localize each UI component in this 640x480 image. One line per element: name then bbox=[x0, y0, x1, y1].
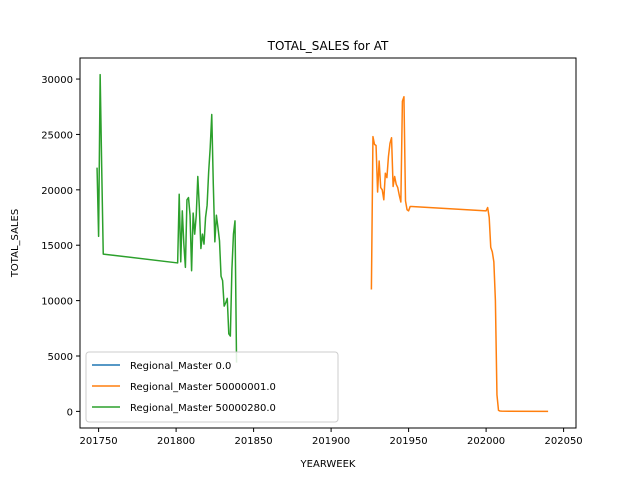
y-axis: 0 5000 10000 15000 20000 25000 30000 bbox=[41, 75, 80, 418]
legend-entry: Regional_Master 0.0 bbox=[130, 361, 231, 372]
legend: Regional_Master 0.0 Regional_Master 50000… bbox=[85, 351, 339, 423]
y-tick-label: 25000 bbox=[41, 130, 73, 141]
x-tick-label: 201900 bbox=[312, 436, 350, 447]
chart-title: TOTAL_SALES for AT bbox=[267, 39, 389, 53]
x-tick-label: 201950 bbox=[390, 436, 428, 447]
series-line-2 bbox=[96, 73, 238, 363]
y-tick-label: 30000 bbox=[41, 75, 73, 86]
x-tick-label: 202000 bbox=[467, 436, 505, 447]
y-tick-label: 10000 bbox=[41, 297, 73, 308]
x-axis: 201750 201800 201850 201900 201950 202000 2020… bbox=[80, 428, 583, 447]
series-line-1 bbox=[370, 96, 549, 413]
y-axis-title: TOTAL_SALES bbox=[10, 209, 21, 278]
x-tick-label: 201750 bbox=[80, 436, 118, 447]
y-tick-label: 5000 bbox=[48, 352, 73, 363]
legend-entry: Regional_Master 50000280.0 bbox=[130, 403, 276, 414]
y-tick-label: 0 bbox=[67, 407, 73, 418]
series-layer bbox=[96, 73, 549, 413]
x-axis-title: YEARWEEK bbox=[300, 459, 356, 470]
x-tick-label: 201850 bbox=[235, 436, 273, 447]
x-tick-label: 202050 bbox=[545, 436, 583, 447]
legend-entry: Regional_Master 50000001.0 bbox=[130, 382, 276, 393]
plot-frame bbox=[79, 57, 577, 429]
y-tick-label: 15000 bbox=[41, 241, 73, 252]
y-tick-label: 20000 bbox=[41, 186, 73, 197]
legend-box bbox=[85, 351, 339, 423]
x-tick-label: 201800 bbox=[157, 436, 195, 447]
